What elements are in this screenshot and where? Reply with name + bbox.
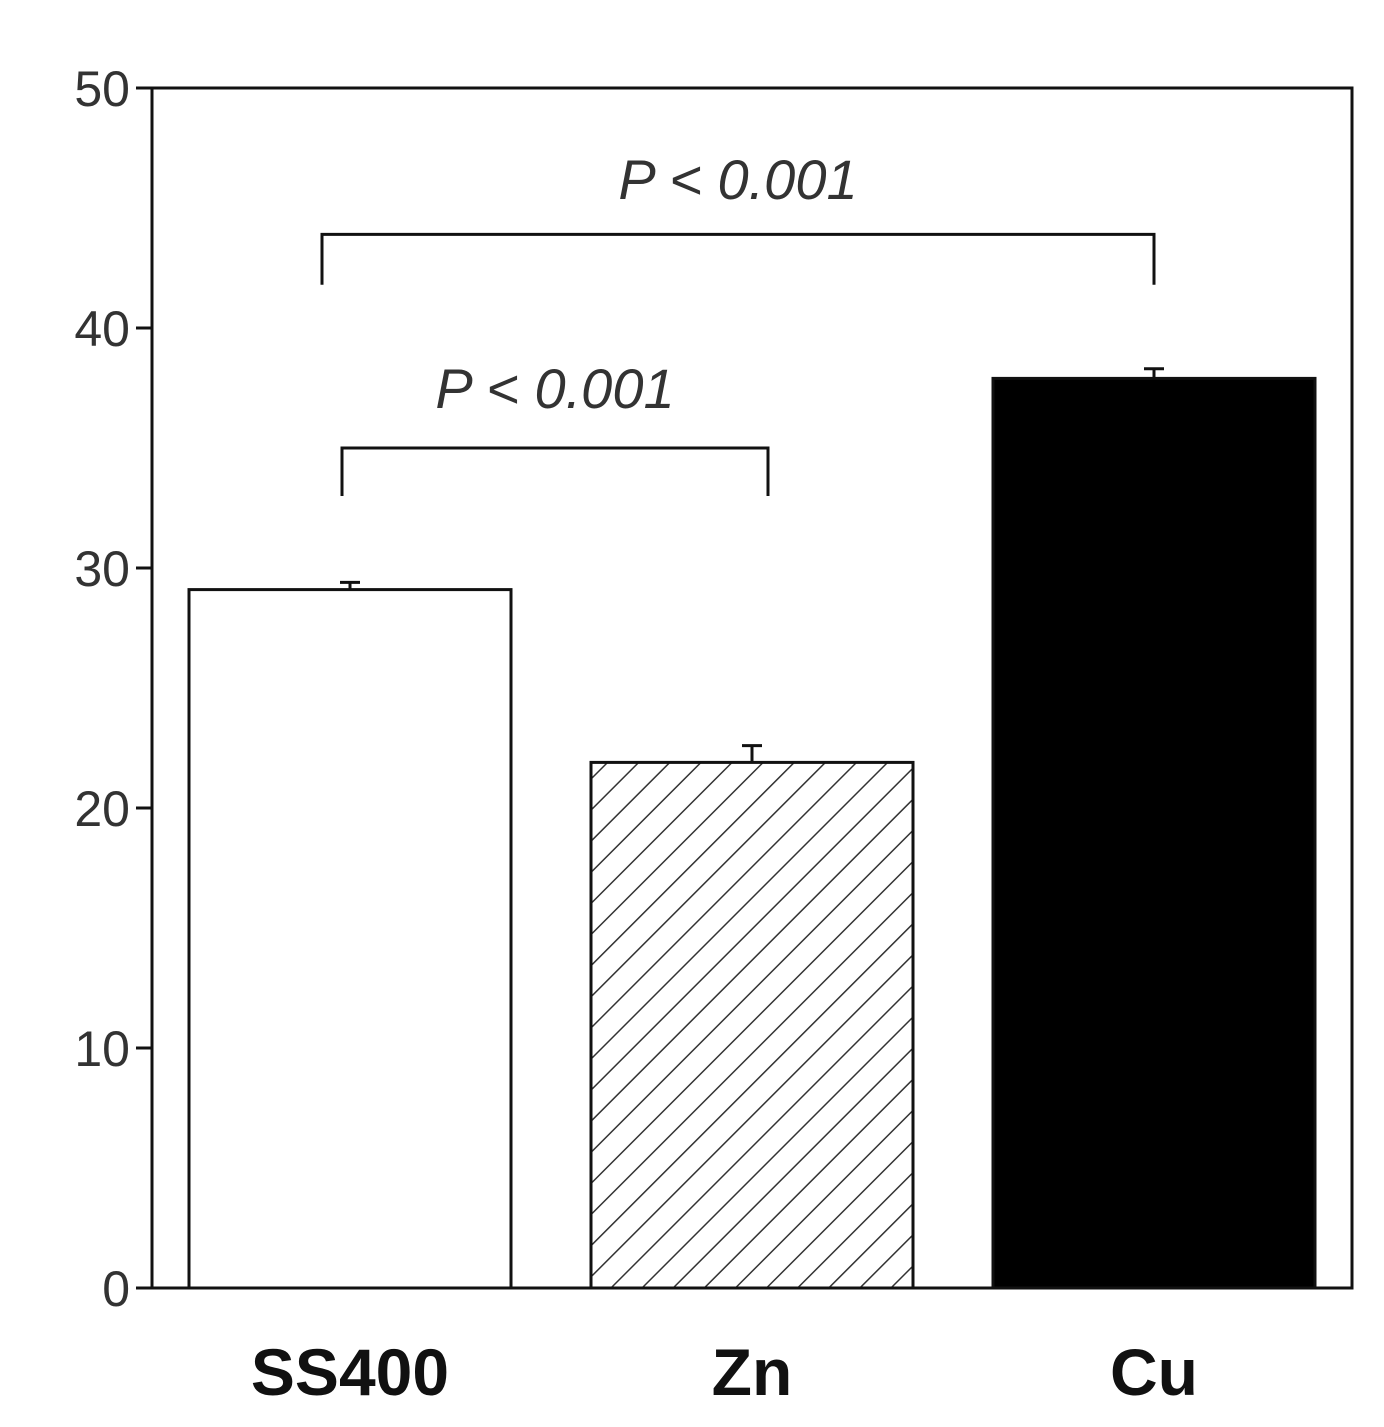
bar-cu — [991, 376, 1317, 1290]
x-label-cu: Cu — [1110, 1335, 1198, 1409]
y-tick-label: 40 — [74, 301, 130, 357]
significance-annotations: P < 0.001 P < 0.001 — [320, 148, 1156, 496]
y-tick-label: 20 — [74, 781, 130, 837]
y-tick-label: 10 — [74, 1021, 130, 1077]
bars — [187, 367, 1317, 1290]
y-axis: 0 10 20 30 40 50 — [74, 61, 152, 1317]
p-value-label: P < 0.001 — [618, 148, 857, 211]
x-label-zn: Zn — [712, 1335, 793, 1409]
p-value-label: P < 0.001 — [435, 357, 674, 420]
x-label-ss400: SS400 — [251, 1335, 449, 1409]
y-tick-label: 30 — [74, 541, 130, 597]
y-tick-label: 50 — [74, 61, 130, 117]
x-axis-labels: SS400 Zn Cu — [251, 1335, 1198, 1409]
bar-ss400 — [187, 588, 513, 1290]
significance-bracket — [320, 232, 1156, 285]
y-tick-label: 0 — [102, 1261, 130, 1317]
significance-bracket — [340, 446, 770, 496]
bar-zn — [589, 760, 915, 1290]
